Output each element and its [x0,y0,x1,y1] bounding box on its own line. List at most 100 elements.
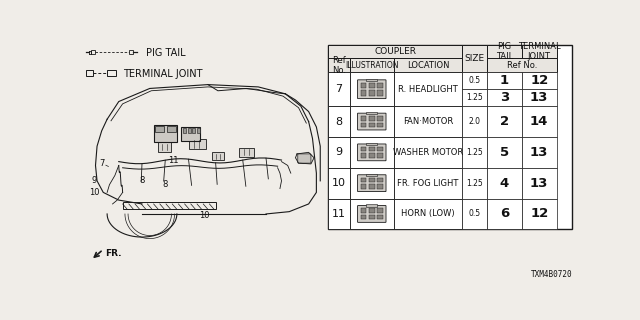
Bar [361,116,367,121]
FancyBboxPatch shape [358,205,386,222]
Text: FR.: FR. [105,250,122,259]
Text: 0.5: 0.5 [468,210,481,219]
Text: 10: 10 [199,211,209,220]
Bar [328,59,349,72]
Bar [361,184,367,189]
Text: 13: 13 [530,177,548,190]
Bar [522,72,557,89]
Bar [361,215,367,220]
Bar [462,44,487,72]
Text: COUPLER: COUPLER [374,47,416,56]
Text: R. HEADLIGHT: R. HEADLIGHT [398,85,458,94]
FancyBboxPatch shape [358,175,386,192]
Bar [522,106,557,137]
Bar [361,123,367,127]
Bar [349,168,394,198]
Bar [377,83,383,88]
Bar [155,126,164,132]
Polygon shape [296,152,314,164]
Bar [394,72,462,106]
Bar [167,126,176,132]
Bar [193,129,195,133]
Text: 8: 8 [163,180,168,189]
Bar [487,72,522,89]
Bar [394,168,462,198]
Bar [180,127,200,141]
Bar [462,137,487,168]
Bar [361,208,367,213]
Bar [487,137,522,168]
Bar [369,147,374,151]
Bar [462,106,487,137]
Text: WASHER MOTOR: WASHER MOTOR [393,148,463,157]
Text: 7: 7 [335,84,342,94]
Bar [394,106,462,137]
Bar [487,44,522,59]
Bar [349,137,394,168]
Text: 7: 7 [99,159,104,168]
Bar [328,198,349,229]
Text: 8: 8 [140,176,145,185]
Text: 10: 10 [89,188,99,197]
Text: 0.5: 0.5 [468,76,481,85]
Bar [189,139,205,149]
Bar [328,72,349,106]
Text: PIG TAIL: PIG TAIL [146,48,186,58]
FancyBboxPatch shape [298,154,311,163]
FancyBboxPatch shape [358,144,386,161]
Text: Ref
No.: Ref No. [332,56,346,75]
Bar [487,168,522,198]
Bar [462,89,487,106]
Text: 3: 3 [500,91,509,104]
Bar [369,184,374,189]
Bar [212,152,224,160]
Text: 2.0: 2.0 [468,117,481,126]
Text: LOCATION: LOCATION [407,61,449,70]
Bar [462,198,487,229]
Bar [487,106,522,137]
Bar [522,137,557,168]
Bar [86,70,93,76]
FancyBboxPatch shape [358,80,386,99]
Text: PIG
TAIL: PIG TAIL [496,42,513,61]
Bar [328,137,349,168]
Bar [487,198,522,229]
Bar [369,83,374,88]
Text: 13: 13 [530,146,548,159]
Bar [349,106,394,137]
Text: Ref No.: Ref No. [507,61,537,70]
Text: 1: 1 [500,74,509,87]
Text: TXM4B0720: TXM4B0720 [531,270,572,279]
Bar [129,50,132,54]
Bar [157,142,172,152]
Bar [328,168,349,198]
Bar [462,72,487,89]
Text: 13: 13 [530,91,548,104]
Bar [328,44,462,59]
Bar [462,168,487,198]
Text: 11: 11 [332,209,346,219]
Bar [369,90,374,96]
Bar [487,89,522,106]
Text: 6: 6 [500,207,509,220]
Text: HORN (LOW): HORN (LOW) [401,210,455,219]
Bar [377,90,383,96]
Text: 8: 8 [335,116,342,126]
Text: FR. FOG LIGHT: FR. FOG LIGHT [397,179,459,188]
Bar [361,83,367,88]
Bar [377,184,383,189]
Bar [377,153,383,158]
Bar [154,124,177,141]
Bar [377,116,383,121]
Bar [366,204,378,207]
Bar [361,153,367,158]
Bar [328,44,572,229]
Bar [366,174,378,176]
Text: 9: 9 [335,147,342,157]
Text: 12: 12 [530,207,548,220]
Bar [183,129,186,133]
Bar [377,147,383,151]
Bar [369,153,374,158]
Bar [328,106,349,137]
Bar [123,202,216,209]
